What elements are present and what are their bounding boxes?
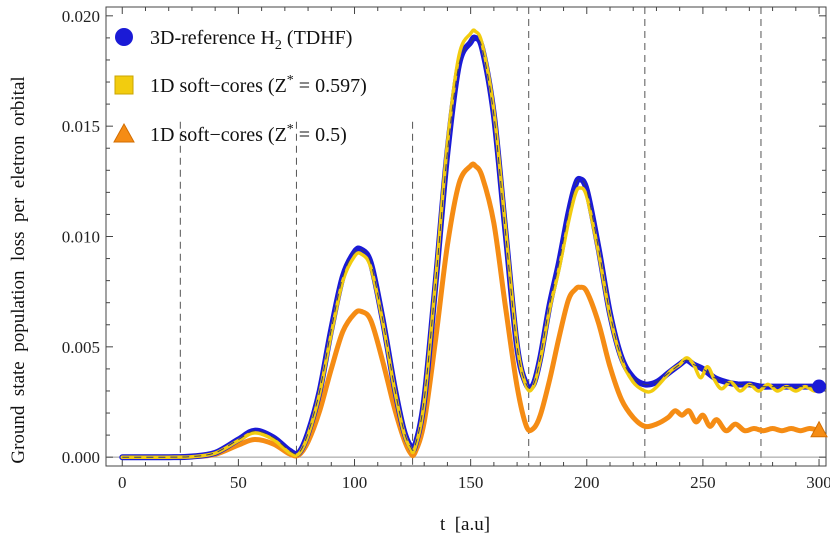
end-marker-circle [812, 379, 827, 394]
legend-label-z0597-sup: * [287, 73, 294, 88]
legend-item-tdhf: 3D-reference H2 (TDHF) [115, 27, 352, 53]
x-tick-label: 300 [806, 473, 830, 492]
legend-label-tdhf-main: 3D-reference H [150, 27, 275, 49]
end-marker-triangle [810, 420, 828, 438]
legend-label-z0597: 1D soft−cores (Z* = 0.597) [150, 73, 367, 97]
legend-label-tdhf-tail: (TDHF) [282, 27, 353, 49]
x-tick-label: 250 [690, 473, 716, 492]
y-tick-label: 0.005 [62, 338, 100, 357]
x-axis-label: t [a.u] [440, 514, 490, 535]
legend-label-z05-main: 1D soft−cores (Z [150, 124, 287, 146]
legend-label-z05-tail: = 0.5) [294, 124, 347, 146]
legend-label-z05: 1D soft−cores (Z* = 0.5) [150, 122, 347, 146]
y-tick-label: 0.000 [62, 448, 100, 467]
y-tick-label: 0.010 [62, 228, 100, 247]
legend-label-tdhf: 3D-reference H2 (TDHF) [150, 27, 352, 53]
x-tick-label: 0 [118, 473, 127, 492]
legend-label-z0597-tail: = 0.597) [294, 75, 367, 97]
x-axis-ticks: 0 50 100 150 200 250 300 [118, 7, 830, 492]
x-tick-label: 100 [342, 473, 368, 492]
legend-label-z0597-main: 1D soft−cores (Z [150, 75, 287, 97]
legend-triangle-marker [113, 122, 135, 143]
series-line-tdhf [119, 34, 822, 461]
legend-item-z05: 1D soft−cores (Z* = 0.5) [113, 122, 347, 146]
y-axis-label: Ground state population loss per eletron… [8, 76, 29, 463]
series-line-z0597 [120, 28, 821, 459]
series-line-tdhf-dashed-overlay [122, 37, 820, 458]
legend-item-z0597: 1D soft−cores (Z* = 0.597) [114, 73, 367, 97]
x-tick-label: 150 [458, 473, 484, 492]
x-tick-label: 50 [230, 473, 247, 492]
legend: 3D-reference H2 (TDHF) 1D soft−cores (Z*… [113, 27, 367, 146]
end-markers [810, 379, 828, 438]
legend-label-z05-sup: * [287, 122, 294, 137]
series-line-z05 [119, 161, 822, 460]
series-group [119, 28, 822, 461]
legend-square-marker [114, 75, 134, 95]
vertical-dashed-lines [179, 7, 762, 466]
y-axis-ticks: 0.000 0.005 0.010 0.015 0.020 [62, 7, 826, 467]
y-tick-label: 0.015 [62, 117, 100, 136]
x-tick-label: 200 [574, 473, 600, 492]
legend-label-tdhf-sub: 2 [275, 38, 282, 53]
y-tick-label: 0.020 [62, 7, 100, 26]
legend-circle-marker [115, 28, 133, 46]
